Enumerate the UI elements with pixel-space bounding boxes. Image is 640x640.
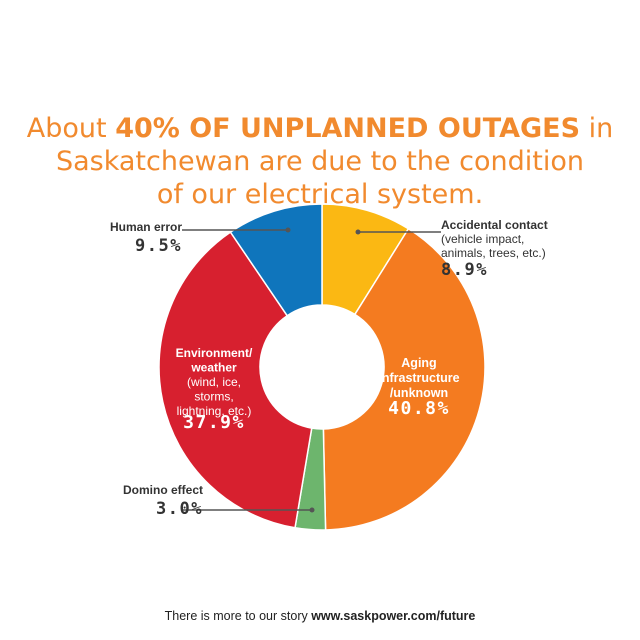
leader-lines: [182, 227, 441, 513]
slice-value-accidental: 8.9%: [441, 260, 488, 280]
leader-dot-accidental: [355, 229, 361, 235]
slice-aging: [322, 227, 486, 531]
slice-label-environment: Environment/weather (wind, ice, storms, lig…: [176, 346, 253, 418]
slice-label-line: Environment/: [176, 346, 253, 360]
donut-slices: [158, 203, 486, 531]
leader-dot-human: [285, 227, 291, 233]
slice-human: [229, 203, 323, 317]
slice-environment: [158, 231, 313, 529]
footer: There is more to our story www.saskpower…: [0, 609, 640, 623]
title-line1-bold: 40% OF UNPLANNED OUTAGES: [115, 113, 581, 144]
slice-label-line: Domino effect: [123, 483, 203, 497]
slice-value-environment: 37.9%: [183, 412, 245, 433]
leader-dot-domino: [309, 507, 315, 513]
title-line2: Saskatchewan are due to the condition: [55, 146, 585, 177]
title-line1-post: in: [580, 113, 614, 144]
slice-value-aging: 40.8%: [388, 398, 450, 419]
footer-url[interactable]: www.saskpower.com/future: [311, 609, 476, 623]
slice-label-line: (wind, ice,: [187, 375, 241, 389]
title-line1-pre: About: [26, 113, 116, 144]
slice-label-line: (vehicle impact,: [441, 232, 524, 246]
slice-label-line: /unknown: [390, 386, 448, 400]
slice-label-line: lightning, etc.): [177, 404, 252, 418]
slice-labels: Accidental contact (vehicle impact, animal…: [110, 218, 548, 519]
slice-label-line: Accidental contact: [441, 218, 548, 232]
slice-label-accidental: Accidental contact (vehicle impact, animal…: [441, 218, 548, 260]
slice-label-line: infrastructure: [378, 371, 459, 385]
slice-label-human: Human error: [110, 220, 182, 234]
slice-label-line: storms,: [194, 390, 233, 404]
slice-label-line: animals, trees, etc.): [441, 246, 546, 260]
slice-label-domino: Domino effect: [123, 483, 203, 497]
footer-text: There is more to our story: [164, 609, 312, 623]
slice-label-aging: Aging infrastructure/unknown: [378, 356, 459, 400]
slice-value-domino: 3.0%: [156, 499, 203, 519]
slice-label-line: Aging: [401, 356, 436, 370]
slice-label-line: weather: [190, 361, 237, 375]
slice-label-line: Human error: [110, 220, 182, 234]
slice-value-human: 9.5%: [135, 236, 182, 256]
